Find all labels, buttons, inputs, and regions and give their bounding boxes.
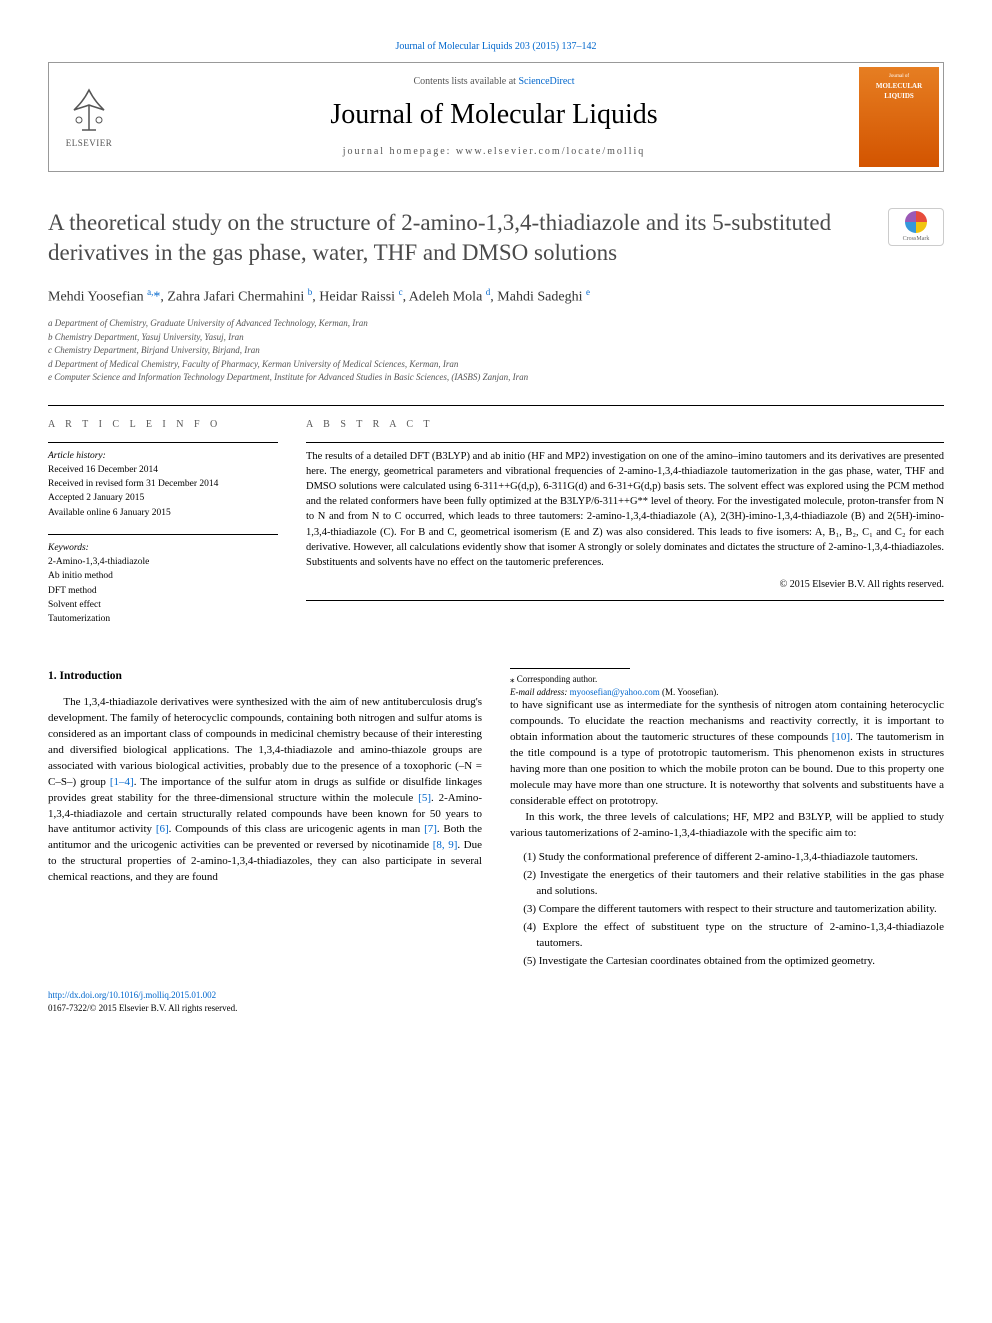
- ref-link[interactable]: [8, 9]: [433, 839, 458, 851]
- authors-line: Mehdi Yoosefian a,*, Zahra Jafari Cherma…: [48, 286, 944, 307]
- abstract-heading: A B S T R A C T: [306, 418, 944, 432]
- issn-copyright: 0167-7322/© 2015 Elsevier B.V. All right…: [48, 1002, 944, 1015]
- doi-link[interactable]: http://dx.doi.org/10.1016/j.molliq.2015.…: [48, 990, 216, 1000]
- keywords-title: Keywords:: [48, 541, 278, 555]
- journal-homepage: journal homepage: www.elsevier.com/locat…: [129, 145, 859, 159]
- keyword: DFT method: [48, 584, 278, 598]
- affiliation: a Department of Chemistry, Graduate Univ…: [48, 317, 944, 331]
- keyword: 2-Amino-1,3,4-thiadiazole: [48, 555, 278, 569]
- abstract-copyright: © 2015 Elsevier B.V. All rights reserved…: [306, 578, 944, 592]
- aims-list: (1) Study the conformational preference …: [510, 850, 944, 970]
- intro-paragraph: In this work, the three levels of calcul…: [510, 810, 944, 842]
- ref-link[interactable]: [6]: [156, 823, 169, 835]
- abstract-text: The results of a detailed DFT (B3LYP) an…: [306, 442, 944, 571]
- aim-item: (1) Study the conformational preference …: [523, 850, 944, 866]
- article-title: A theoretical study on the structure of …: [48, 208, 868, 268]
- divider: [306, 600, 944, 601]
- ref-link[interactable]: [7]: [424, 823, 437, 835]
- sciencedirect-link[interactable]: ScienceDirect: [518, 76, 574, 87]
- history-line: Available online 6 January 2015: [48, 506, 278, 520]
- journal-cover-thumb: Journal of MOLECULAR LIQUIDS: [859, 67, 939, 167]
- journal-header: ELSEVIER Contents lists available at Sci…: [48, 62, 944, 172]
- page-footer: http://dx.doi.org/10.1016/j.molliq.2015.…: [48, 989, 944, 1014]
- keyword: Ab initio method: [48, 569, 278, 583]
- intro-paragraph: The 1,3,4-thiadiazole derivatives were s…: [48, 695, 482, 886]
- article-info-heading: A R T I C L E I N F O: [48, 418, 278, 432]
- contents-line: Contents lists available at ScienceDirec…: [129, 75, 859, 89]
- elsevier-logo: ELSEVIER: [49, 63, 129, 171]
- history-line: Received in revised form 31 December 201…: [48, 477, 278, 491]
- affiliation: c Chemistry Department, Birjand Universi…: [48, 344, 944, 358]
- history-title: Article history:: [48, 449, 278, 463]
- citation-link[interactable]: Journal of Molecular Liquids 203 (2015) …: [395, 41, 596, 52]
- affiliation: e Computer Science and Information Techn…: [48, 371, 944, 385]
- crossmark-badge[interactable]: CrossMark: [888, 208, 944, 246]
- history-line: Accepted 2 January 2015: [48, 491, 278, 505]
- elsevier-tree-icon: [64, 85, 114, 135]
- divider: [48, 405, 944, 406]
- citation-line: Journal of Molecular Liquids 203 (2015) …: [48, 40, 944, 54]
- aim-item: (2) Investigate the energetics of their …: [523, 868, 944, 900]
- keyword: Solvent effect: [48, 598, 278, 612]
- elsevier-text: ELSEVIER: [66, 137, 113, 150]
- email-link[interactable]: myoosefian@yahoo.com: [570, 687, 660, 697]
- ref-link[interactable]: [1–4]: [110, 776, 134, 788]
- intro-heading: 1. Introduction: [48, 668, 482, 685]
- body-columns: 1. Introduction The 1,3,4-thiadiazole de…: [48, 668, 944, 969]
- keyword: Tautomerization: [48, 612, 278, 626]
- intro-paragraph: to have significant use as intermediate …: [510, 698, 944, 810]
- affiliation: b Chemistry Department, Yasuj University…: [48, 331, 944, 345]
- aim-item: (3) Compare the different tautomers with…: [523, 902, 944, 918]
- ref-link[interactable]: [10]: [832, 731, 850, 743]
- affiliation: d Department of Medical Chemistry, Facul…: [48, 358, 944, 372]
- affiliations: a Department of Chemistry, Graduate Univ…: [48, 317, 944, 385]
- aim-item: (5) Investigate the Cartesian coordinate…: [523, 954, 944, 970]
- aim-item: (4) Explore the effect of substituent ty…: [523, 920, 944, 952]
- corresponding-author-note: ⁎ Corresponding author. E-mail address: …: [510, 673, 944, 698]
- footnote-separator: [510, 668, 630, 669]
- journal-name: Journal of Molecular Liquids: [129, 95, 859, 134]
- ref-link[interactable]: [5]: [418, 792, 431, 804]
- crossmark-icon: [905, 211, 927, 233]
- history-line: Received 16 December 2014: [48, 463, 278, 477]
